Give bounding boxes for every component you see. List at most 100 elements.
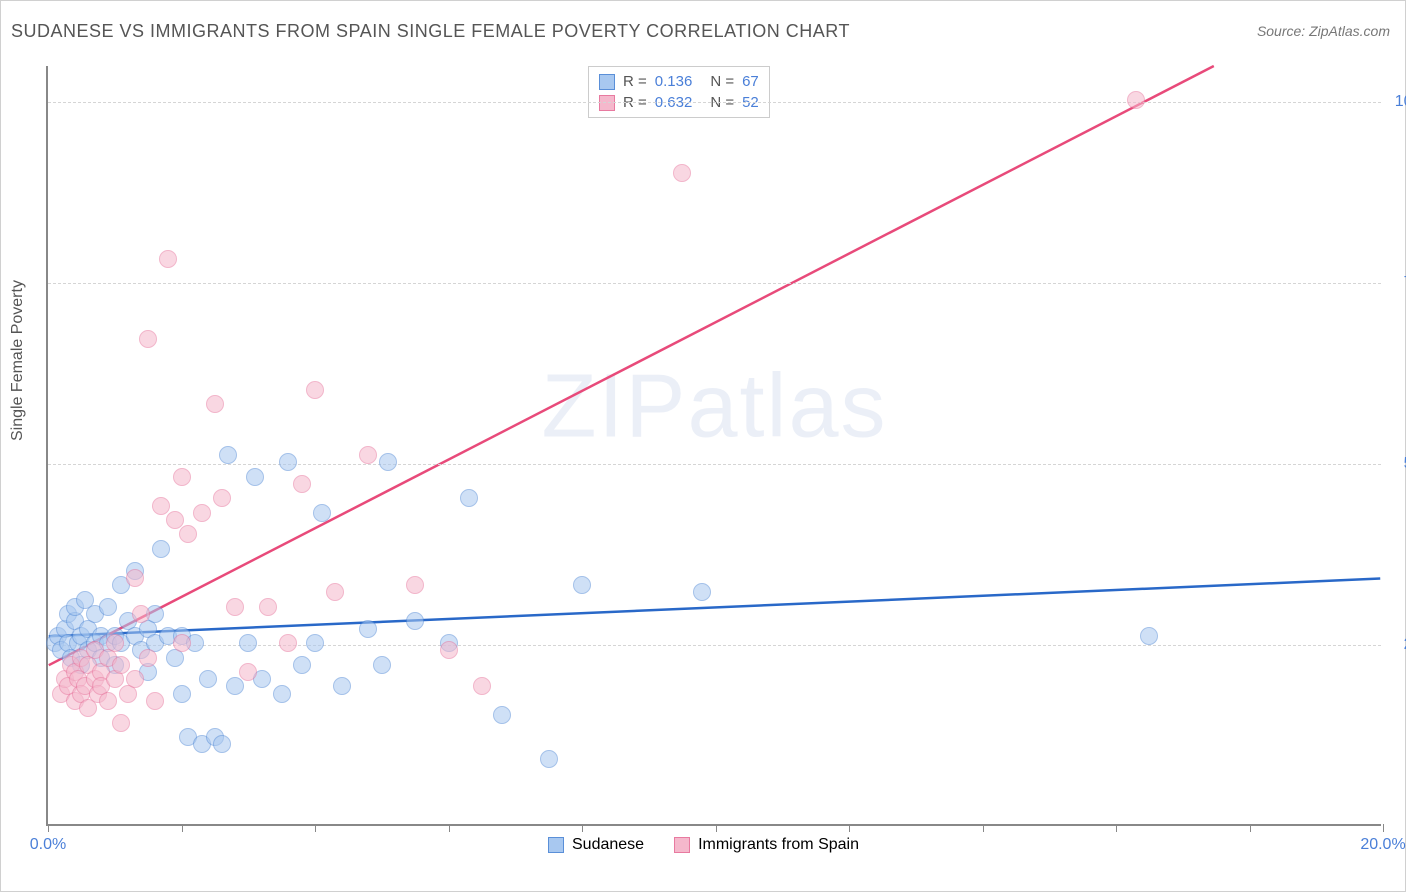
data-point	[373, 656, 391, 674]
x-tick	[315, 824, 316, 832]
data-point	[173, 685, 191, 703]
x-tick	[48, 824, 49, 832]
data-point	[179, 525, 197, 543]
x-tick	[983, 824, 984, 832]
watermark-zip: ZIP	[541, 357, 687, 457]
data-point	[473, 677, 491, 695]
data-point	[219, 446, 237, 464]
data-point	[306, 634, 324, 652]
source-label: Source: ZipAtlas.com	[1257, 23, 1390, 39]
data-point	[279, 453, 297, 471]
data-point	[99, 692, 117, 710]
r-label-1: R =	[623, 73, 647, 90]
data-point	[159, 250, 177, 268]
swatch-spain-bottom	[674, 837, 690, 853]
data-point	[173, 468, 191, 486]
n-label-1: N =	[710, 73, 734, 90]
gridline	[48, 102, 1381, 103]
data-point	[213, 489, 231, 507]
x-tick	[1383, 824, 1384, 832]
chart-container: SUDANESE VS IMMIGRANTS FROM SPAIN SINGLE…	[0, 0, 1406, 892]
data-point	[126, 569, 144, 587]
x-tick	[849, 824, 850, 832]
data-point	[152, 497, 170, 515]
x-tick-label: 0.0%	[30, 836, 66, 854]
data-point	[139, 649, 157, 667]
legend-item-sudanese: Sudanese	[548, 836, 644, 854]
data-point	[573, 576, 591, 594]
data-point	[1140, 627, 1158, 645]
x-tick-label: 20.0%	[1360, 836, 1405, 854]
data-point	[166, 511, 184, 529]
x-tick	[582, 824, 583, 832]
data-point	[213, 735, 231, 753]
data-point	[112, 656, 130, 674]
data-point	[193, 504, 211, 522]
x-tick	[716, 824, 717, 832]
watermark: ZIPatlas	[541, 356, 887, 459]
data-point	[1127, 91, 1145, 109]
legend-series: Sudanese Immigrants from Spain	[548, 836, 859, 854]
data-point	[259, 598, 277, 616]
x-tick	[1116, 824, 1117, 832]
data-point	[246, 468, 264, 486]
data-point	[540, 750, 558, 768]
n-value-1: 67	[742, 73, 759, 90]
legend-item-spain: Immigrants from Spain	[674, 836, 859, 854]
data-point	[126, 670, 144, 688]
chart-title: SUDANESE VS IMMIGRANTS FROM SPAIN SINGLE…	[11, 21, 850, 42]
source-prefix: Source:	[1257, 23, 1309, 39]
data-point	[226, 677, 244, 695]
data-point	[239, 634, 257, 652]
data-point	[359, 620, 377, 638]
x-tick	[449, 824, 450, 832]
data-point	[152, 540, 170, 558]
legend-stats: R = 0.136 N = 67 R = 0.632 N = 52	[588, 66, 770, 118]
data-point	[112, 714, 130, 732]
data-point	[460, 489, 478, 507]
y-tick-label: 100.0%	[1395, 93, 1406, 111]
data-point	[106, 634, 124, 652]
trend-line	[49, 66, 1214, 665]
data-point	[199, 670, 217, 688]
legend-label-sudanese: Sudanese	[572, 836, 644, 854]
data-point	[379, 453, 397, 471]
data-point	[146, 692, 164, 710]
y-axis-label: Single Female Poverty	[9, 280, 27, 441]
legend-row-sudanese: R = 0.136 N = 67	[599, 71, 759, 92]
gridline	[48, 464, 1381, 465]
watermark-atlas: atlas	[687, 357, 887, 457]
data-point	[279, 634, 297, 652]
data-point	[326, 583, 344, 601]
r-value-1: 0.136	[655, 73, 693, 90]
data-point	[239, 663, 257, 681]
data-point	[132, 605, 150, 623]
data-point	[313, 504, 331, 522]
data-point	[493, 706, 511, 724]
data-point	[406, 612, 424, 630]
data-point	[99, 598, 117, 616]
source-name: ZipAtlas.com	[1309, 23, 1390, 39]
gridline	[48, 283, 1381, 284]
data-point	[293, 475, 311, 493]
data-point	[206, 395, 224, 413]
data-point	[333, 677, 351, 695]
data-point	[139, 330, 157, 348]
data-point	[693, 583, 711, 601]
trend-lines-svg	[48, 66, 1381, 824]
data-point	[673, 164, 691, 182]
x-tick	[182, 824, 183, 832]
trend-line	[49, 579, 1380, 637]
data-point	[293, 656, 311, 674]
data-point	[226, 598, 244, 616]
data-point	[273, 685, 291, 703]
data-point	[173, 634, 191, 652]
plot-area: ZIPatlas R = 0.136 N = 67 R = 0.632 N = …	[46, 66, 1381, 826]
legend-label-spain: Immigrants from Spain	[698, 836, 859, 854]
x-tick	[1250, 824, 1251, 832]
data-point	[440, 641, 458, 659]
data-point	[359, 446, 377, 464]
data-point	[306, 381, 324, 399]
swatch-sudanese	[599, 74, 615, 90]
swatch-sudanese-bottom	[548, 837, 564, 853]
